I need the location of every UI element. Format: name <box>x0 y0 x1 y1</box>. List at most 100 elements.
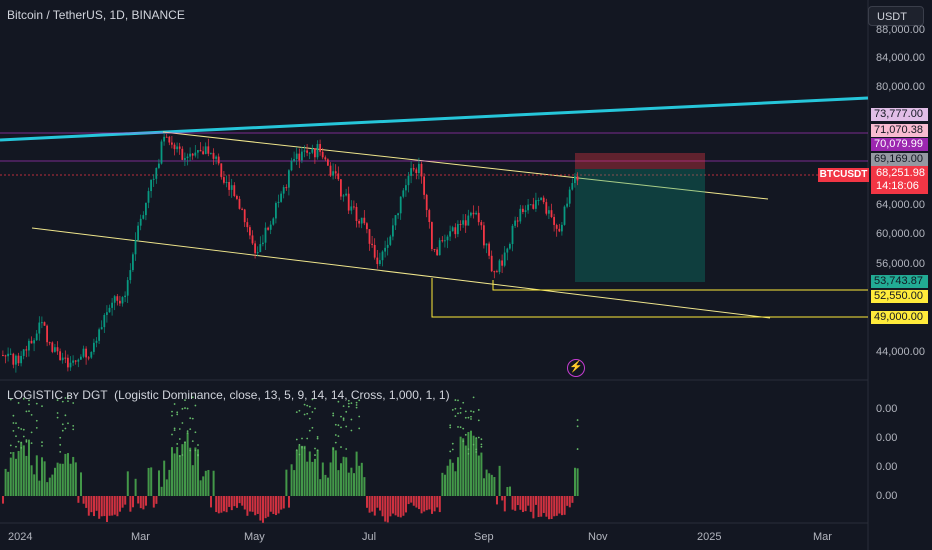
oscillator-bar <box>451 462 454 496</box>
position-stop-zone[interactable] <box>575 153 705 169</box>
chart-title[interactable]: Bitcoin / TetherUS, 1D, BINANCE <box>7 8 185 22</box>
candle-body <box>30 340 33 344</box>
candle-body <box>228 182 230 190</box>
oscillator-bar <box>467 432 470 496</box>
oscillator-dot <box>178 438 181 440</box>
level-line-52550[interactable] <box>492 280 868 291</box>
time-tick: Mar <box>813 531 832 543</box>
oscillator-bar <box>126 471 129 496</box>
candle-body <box>64 357 67 359</box>
oscillator-dot <box>311 411 314 413</box>
oscillator-bar <box>488 473 491 496</box>
oscillator-bar <box>230 496 233 511</box>
candle-body <box>558 228 561 232</box>
oscillator-dot <box>171 414 173 417</box>
candle-body <box>77 359 80 362</box>
oscillator-bar <box>431 496 433 514</box>
oscillator-dot <box>41 441 43 444</box>
indicator-title[interactable]: LOGISTIC ʙʏ DGT ⁣⁣ (Logistic Dominance, … <box>7 388 450 402</box>
currency-button[interactable]: USDT <box>868 6 924 26</box>
oscillator-bar <box>217 496 220 514</box>
oscillator-dot <box>334 441 337 444</box>
oscillator-bar <box>72 456 75 496</box>
channel-upper-line[interactable] <box>162 131 769 200</box>
oscillator-dot <box>59 436 62 439</box>
oscillator-bar <box>319 479 322 496</box>
candle-body <box>142 215 145 219</box>
lightning-bolt-icon[interactable]: ⚡ <box>567 359 585 377</box>
candle-body <box>459 224 462 226</box>
candle-body <box>298 153 301 161</box>
level-line-49000[interactable] <box>431 278 868 318</box>
oscillator-bar <box>51 474 54 496</box>
candle-body <box>355 206 358 221</box>
oscillator-dot <box>472 443 475 446</box>
oscillator-dot <box>451 448 454 451</box>
oscillator-bar <box>535 496 537 505</box>
oscillator-dot <box>467 416 470 419</box>
candle-body <box>327 159 329 166</box>
oscillator-bar <box>142 496 145 510</box>
oscillator-bar <box>498 465 501 496</box>
position-target-zone[interactable] <box>575 169 705 282</box>
oscillator-bar <box>236 496 238 508</box>
candle-body <box>462 220 464 225</box>
oscillator-dot <box>17 426 20 429</box>
oscillator-dot <box>41 444 43 447</box>
oscillator-bar <box>459 436 462 496</box>
oscillator-bar <box>54 467 56 496</box>
oscillator-dot <box>15 435 17 438</box>
oscillator-bar <box>171 447 173 496</box>
oscillator-dot <box>12 414 15 417</box>
oscillator-dot <box>194 449 197 452</box>
oscillator-bar <box>314 458 316 496</box>
oscillator-dot <box>9 398 12 401</box>
candle-body <box>215 156 217 159</box>
oscillator-bar <box>165 479 168 496</box>
oscillator-bar <box>90 496 93 513</box>
candle-body <box>415 169 418 174</box>
oscillator-dot <box>173 403 176 405</box>
oscillator-bar <box>12 452 15 496</box>
oscillator-bar <box>457 457 459 496</box>
candle-body <box>477 212 480 223</box>
candle-body <box>308 152 311 154</box>
oscillator-bar <box>168 469 171 496</box>
oscillator-dot <box>464 433 467 436</box>
oscillator-bar <box>397 496 400 517</box>
oscillator-bar <box>67 453 69 496</box>
trendline-cyan[interactable] <box>0 96 869 142</box>
price-tag-49000: 49,000.00 <box>871 311 928 324</box>
candle-body <box>254 243 256 254</box>
oscillator-dot <box>345 448 348 450</box>
oscillator-dot <box>467 452 470 455</box>
oscillator-bar <box>332 447 335 496</box>
oscillator-dot <box>459 407 462 410</box>
candle-body <box>100 327 103 330</box>
oscillator-dot <box>186 430 189 433</box>
oscillator-bar <box>295 450 298 496</box>
candle-body <box>290 161 293 171</box>
oscillator-bar <box>38 480 41 496</box>
candle-body <box>457 224 459 235</box>
candle-body <box>111 302 113 308</box>
channel-lower-line[interactable] <box>31 227 771 319</box>
oscillator-dot <box>197 444 199 446</box>
oscillator-bar <box>355 451 358 496</box>
oscillator-dot <box>64 427 67 430</box>
candle-body <box>490 255 493 272</box>
oscillator-dot <box>332 414 335 417</box>
candle-body <box>160 141 163 164</box>
oscillator-dot <box>20 446 23 449</box>
oscillator-dot <box>22 397 25 400</box>
candle-body <box>493 271 496 273</box>
oscillator-dot <box>475 437 478 439</box>
candle-body <box>176 146 178 150</box>
candle-body <box>347 193 350 211</box>
oscillator-bar <box>418 496 420 510</box>
candle-body <box>150 179 152 192</box>
candle-body <box>25 349 28 351</box>
oscillator-bar <box>527 496 530 506</box>
candle-body <box>33 340 35 344</box>
